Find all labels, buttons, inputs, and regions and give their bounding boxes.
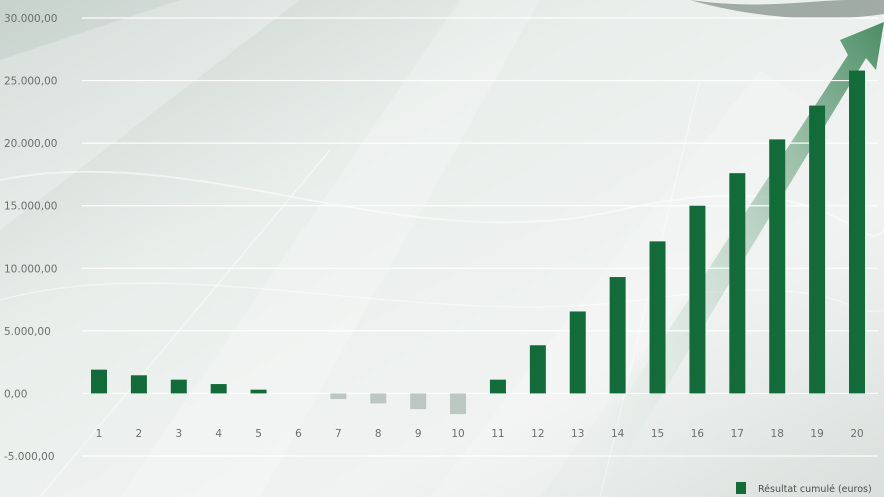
x-tick-label: 12 bbox=[531, 428, 544, 440]
bar bbox=[729, 173, 746, 394]
y-tick-label: 30.000,00 bbox=[4, 13, 57, 25]
bar bbox=[809, 105, 826, 394]
x-tick-label: 13 bbox=[571, 428, 584, 440]
y-tick-label: 15.000,00 bbox=[4, 201, 57, 213]
bar bbox=[170, 379, 187, 394]
bar bbox=[489, 379, 506, 394]
bar bbox=[370, 393, 387, 404]
bar bbox=[330, 393, 347, 400]
x-tick-label: 10 bbox=[451, 428, 464, 440]
x-tick-label: 5 bbox=[255, 428, 262, 440]
y-tick-label: 25.000,00 bbox=[4, 76, 57, 88]
x-tick-label: 18 bbox=[771, 428, 784, 440]
y-tick-label: 5.000,00 bbox=[4, 326, 51, 338]
x-tick-label: 8 bbox=[375, 428, 382, 440]
x-tick-label: 17 bbox=[731, 428, 744, 440]
x-axis-tick-labels: 1 2 3 4 5 6 7 8 9 10 11 12 13 14 15 16 17 18 19 20 bbox=[96, 428, 864, 440]
bar bbox=[130, 375, 147, 394]
bar bbox=[250, 389, 267, 394]
bars bbox=[91, 70, 865, 415]
x-tick-label: 3 bbox=[175, 428, 182, 440]
legend: Résultat cumulé (euros) bbox=[736, 482, 872, 495]
x-tick-label: 1 bbox=[96, 428, 103, 440]
bar bbox=[849, 70, 865, 394]
x-tick-label: 15 bbox=[651, 428, 664, 440]
y-tick-label: 0,00 bbox=[4, 388, 27, 400]
bar bbox=[529, 345, 546, 394]
bar bbox=[769, 139, 786, 394]
bar bbox=[410, 393, 427, 410]
gridlines bbox=[82, 17, 878, 457]
x-tick-label: 7 bbox=[335, 428, 342, 440]
x-tick-label: 9 bbox=[415, 428, 422, 440]
legend-swatch bbox=[736, 482, 746, 494]
bar bbox=[450, 393, 467, 415]
bar bbox=[210, 384, 227, 394]
x-tick-label: 6 bbox=[295, 428, 302, 440]
bar bbox=[91, 369, 107, 394]
bar bbox=[689, 205, 706, 394]
x-tick-label: 4 bbox=[215, 428, 222, 440]
x-tick-label: 14 bbox=[611, 428, 625, 440]
x-tick-label: 16 bbox=[691, 428, 705, 440]
y-axis-tick-labels: -5.000,00 0,00 5.000,00 10.000,00 15.000,00 2… bbox=[4, 13, 57, 463]
bar bbox=[569, 311, 586, 394]
x-tick-label: 2 bbox=[136, 428, 143, 440]
x-tick-label: 19 bbox=[810, 428, 823, 440]
y-tick-label: 20.000,00 bbox=[4, 138, 57, 150]
bar bbox=[609, 277, 626, 394]
y-tick-label: 10.000,00 bbox=[4, 263, 57, 275]
x-tick-label: 11 bbox=[491, 428, 504, 440]
x-tick-label: 20 bbox=[850, 428, 863, 440]
y-tick-label: -5.000,00 bbox=[4, 451, 55, 463]
bar bbox=[649, 241, 666, 394]
legend-label: Résultat cumulé (euros) bbox=[758, 484, 872, 495]
